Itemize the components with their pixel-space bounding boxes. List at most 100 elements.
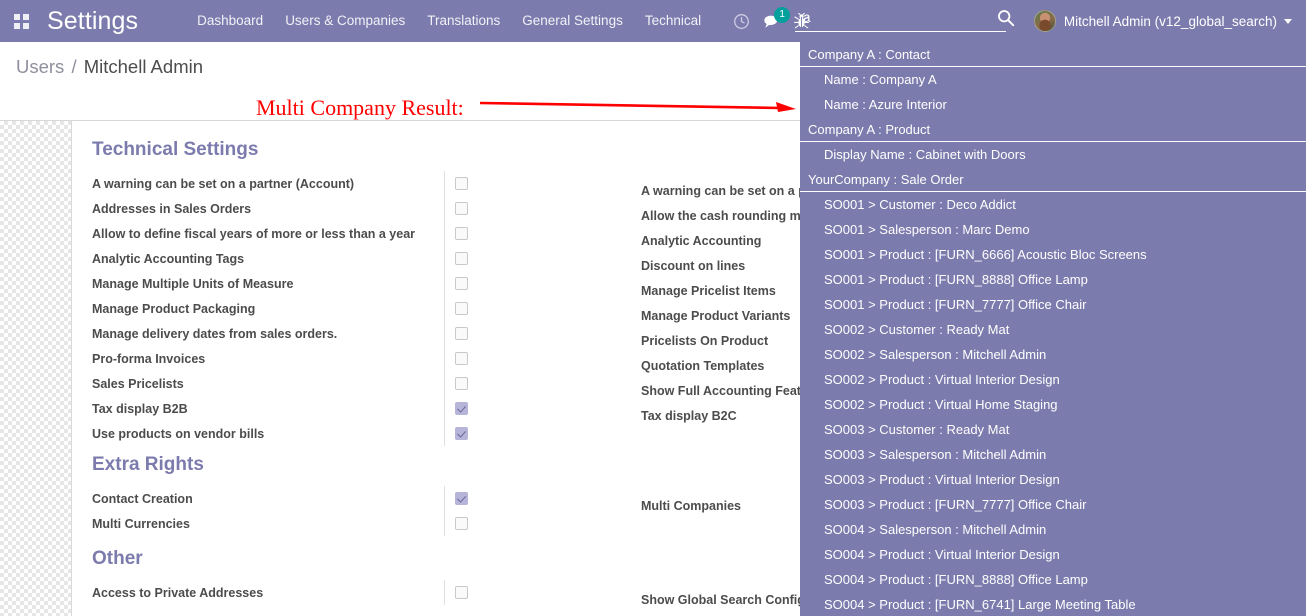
search-result-item[interactable]: SO002 > Customer : Ready Mat [824,322,1010,337]
field-label: Pricelists On Product [641,333,769,348]
search-result-item[interactable]: SO001 > Product : [FURN_8888] Office Lam… [824,272,1088,287]
search-result-item[interactable]: SO003 > Salesperson : Mitchell Admin [824,447,1047,462]
search-result-item[interactable]: SO003 > Product : [FURN_7777] Office Cha… [824,497,1087,512]
search-result-item[interactable]: SO004 > Product : [FURN_6741] Large Meet… [824,597,1136,612]
search-result-item[interactable]: SO003 > Product : Virtual Interior Desig… [824,472,1060,487]
field-row: Manage Product Packaging [92,296,512,321]
field-label: Manage Product Variants [641,308,791,323]
search-result-item[interactable]: Display Name : Cabinet with Doors [824,147,1026,162]
field-label: Tax display B2C [641,408,737,423]
field-row: Show Full Accounting Features [641,378,1061,403]
field-label: Manage delivery dates from sales orders. [92,326,338,341]
field-checkbox[interactable] [454,352,468,365]
breadcrumb-parent[interactable]: Users [16,56,65,77]
search-result-item[interactable]: SO001 > Product : [FURN_6666] Acoustic B… [824,247,1147,262]
field-label: Allow to define fiscal years of more or … [92,226,416,241]
search-result-item[interactable]: SO001 > Customer : Deco Addict [824,197,1016,212]
messages-button[interactable]: 1 [756,0,791,42]
field-row: Use products on vendor bills [92,421,512,446]
search-result-item[interactable]: SO001 > Salesperson : Marc Demo [824,222,1030,237]
menu-item-dashboard[interactable]: Dashboard [197,13,264,28]
field-row: Manage Pricelist Items [641,278,1061,303]
field-row: Show Global Search Configuration [641,587,1061,612]
breadcrumb-current: Mitchell Admin [83,56,203,77]
field-checkbox[interactable] [454,517,468,530]
field-checkbox[interactable] [454,302,468,315]
field-row: Analytic Accounting [641,228,1061,253]
cell-divider [444,486,445,511]
search-result-item[interactable]: SO001 > Product : [FURN_7777] Office Cha… [824,297,1087,312]
field-checkbox[interactable] [454,252,468,265]
section-extra-rights-left: Extra Rights Contact Creation Multi Curr… [92,454,512,536]
field-row: Quotation Templates [641,353,1061,378]
field-checkbox[interactable] [454,586,468,599]
section-technical-settings-left: Technical Settings A warning can be set … [92,139,512,446]
field-checkbox[interactable] [454,402,468,415]
app-brand-title[interactable]: Settings [47,7,139,35]
field-list: Contact Creation Multi Currencies [92,486,512,536]
field-row: Discount on lines [641,253,1061,278]
field-list: Access to Private Addresses [92,580,512,605]
navbar-menu: Dashboard Users & Companies Translations… [186,0,712,42]
top-navbar: Settings Dashboard Users & Companies Tra… [0,0,1306,42]
field-label: Discount on lines [641,258,746,273]
field-label: Show Full Accounting Features [641,383,828,398]
search-result-item[interactable]: Name : Company A [824,72,937,87]
settings-form: Technical Settings A warning can be set … [73,121,1306,616]
menu-item-technical[interactable]: Technical [644,13,702,28]
field-checkbox[interactable] [454,177,468,190]
cell-divider [444,246,445,271]
search-result-item[interactable]: Name : Azure Interior [824,97,947,112]
apps-grid-icon [13,13,29,29]
field-row: A warning can be set on a partner (Accou… [92,171,512,196]
cell-divider [444,346,445,371]
field-label: Analytic Accounting Tags [92,251,245,266]
field-label: Access to Private Addresses [92,585,264,600]
search-result-item[interactable]: SO002 > Salesperson : Mitchell Admin [824,347,1047,362]
annotation-label: Multi Company Result: [256,95,464,120]
cell-divider [444,196,445,221]
cell-divider [444,511,445,536]
search-result-item[interactable]: SO002 > Product : Virtual Home Staging [824,397,1058,412]
apps-menu-button[interactable] [0,0,34,42]
avatar [1033,10,1056,32]
cell-divider [444,171,445,196]
chevron-down-icon [1284,18,1292,24]
field-checkbox[interactable] [454,377,468,390]
field-label: Tax display B2B [92,401,188,416]
global-search-input[interactable] [795,6,1006,32]
search-group-header: Company A : Product [800,117,1306,142]
menu-item-translations[interactable]: Translations [427,13,501,28]
search-result-item[interactable]: SO004 > Salesperson : Mitchell Admin [824,522,1047,537]
field-row: Tax display B2B [92,396,512,421]
activity-clock-button[interactable] [726,0,756,42]
user-menu-button[interactable]: Mitchell Admin (v12_global_search) [1028,0,1298,42]
field-row: Addresses in Sales Orders [92,196,512,221]
field-list: A warning can be set on a partner (Accou… [92,171,512,446]
cell-divider [444,580,445,605]
field-checkbox[interactable] [454,492,468,505]
search-group-header: YourCompany : Sale Order [800,167,1306,192]
field-checkbox[interactable] [454,227,468,240]
clock-icon [733,13,749,29]
search-icon[interactable] [997,9,1015,32]
menu-item-users-companies[interactable]: Users & Companies [285,13,406,28]
search-result-item[interactable]: SO004 > Product : [FURN_8888] Office Lam… [824,572,1088,587]
section-title: Extra Rights [92,454,204,475]
chat-bubble-icon [763,15,777,28]
field-checkbox[interactable] [454,427,468,440]
field-checkbox[interactable] [454,277,468,290]
search-group-header: Company A : Contact [800,42,1306,67]
field-checkbox[interactable] [454,327,468,340]
field-label: Sales Pricelists [92,376,184,391]
menu-item-general-settings[interactable]: General Settings [522,13,623,28]
field-row: Multi Companies [641,493,1061,518]
breadcrumb: Users / Mitchell Admin [16,56,203,78]
field-label: Manage Pricelist Items [641,283,776,298]
field-label: Show Global Search Configuration [641,592,848,607]
search-result-item[interactable]: SO004 > Product : Virtual Interior Desig… [824,547,1060,562]
search-result-item[interactable]: SO002 > Product : Virtual Interior Desig… [824,372,1060,387]
search-result-item[interactable]: SO003 > Customer : Ready Mat [824,422,1010,437]
field-row: Pro-forma Invoices [92,346,512,371]
field-checkbox[interactable] [454,202,468,215]
